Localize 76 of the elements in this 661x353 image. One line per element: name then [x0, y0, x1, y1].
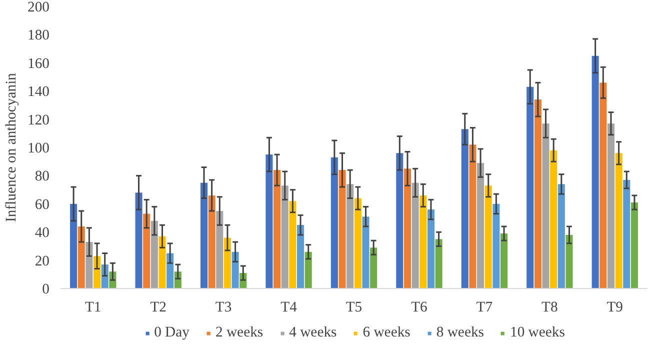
bar: [484, 186, 492, 288]
bar: [304, 252, 312, 288]
bar: [592, 56, 599, 288]
bar: [370, 248, 378, 288]
bar: [461, 129, 468, 288]
bar: [558, 184, 565, 288]
bar: [289, 201, 296, 288]
y-tick-label: 80: [34, 168, 50, 185]
bar: [216, 210, 224, 288]
y-tick-label: 60: [34, 196, 50, 213]
x-tick-label: T8: [542, 300, 558, 316]
bar: [354, 198, 362, 288]
bar: [296, 225, 304, 288]
y-tick-label: 120: [28, 112, 50, 128]
bar: [86, 242, 93, 288]
x-tick-label: T5: [346, 300, 362, 316]
bar: [427, 210, 434, 288]
y-tick-label: 0: [42, 282, 50, 298]
bar: [435, 239, 442, 288]
x-tick-label: T6: [411, 300, 428, 316]
legend-label: 8 weeks: [436, 324, 484, 342]
bar: [200, 182, 208, 288]
bar: [274, 170, 281, 288]
y-tick-label: 160: [28, 56, 50, 72]
bar: [135, 192, 142, 288]
bar: [477, 163, 484, 288]
bar: [78, 226, 85, 288]
bar: [630, 202, 638, 288]
bar: [566, 234, 573, 288]
y-tick-label: 20: [34, 253, 50, 270]
bar: [492, 204, 500, 288]
legend-label: 6 weeks: [362, 324, 410, 342]
legend-label: 10 weeks: [510, 324, 565, 342]
legend-label: 4 weeks: [289, 324, 337, 342]
y-tick-label: 180: [28, 28, 50, 44]
bar: [607, 124, 614, 288]
y-axis-title: Influence on anthocyanin: [4, 72, 20, 222]
y-tick-label: 100: [28, 140, 50, 156]
bar: [143, 214, 150, 288]
bar: [224, 238, 231, 288]
y-tick-label: 40: [34, 225, 50, 242]
x-tick-label: T7: [476, 300, 493, 316]
bar: [330, 157, 338, 288]
bar: [550, 150, 558, 288]
bar: [150, 220, 158, 288]
bar: [396, 153, 404, 288]
x-tick-label: T1: [84, 300, 102, 316]
bar: [469, 144, 476, 288]
bar: [615, 153, 622, 288]
bar: [542, 124, 550, 288]
bar: [232, 252, 239, 288]
bar: [166, 253, 174, 288]
bar: [70, 204, 78, 288]
bar: [158, 236, 166, 288]
bar: [346, 184, 354, 288]
x-tick-label: T9: [606, 300, 624, 316]
bar: [362, 216, 370, 288]
legend-label: 2 weeks: [215, 324, 264, 342]
x-tick-label: T4: [280, 300, 298, 316]
bar: [404, 168, 412, 288]
bar: [420, 195, 427, 288]
bar: [338, 170, 346, 288]
bar: [534, 100, 542, 288]
bar: [623, 180, 630, 288]
bar: [281, 186, 288, 288]
bar: [526, 86, 534, 288]
legend-label: 0 Day: [154, 324, 190, 342]
x-tick-label: T2: [150, 300, 166, 316]
bar: [412, 182, 419, 288]
bar: [208, 195, 216, 288]
y-tick-label: 200: [28, 0, 50, 16]
bar: [500, 234, 508, 288]
y-tick-label: 140: [28, 84, 50, 100]
x-tick-label: T3: [215, 300, 232, 316]
bar: [600, 82, 607, 288]
bar: [266, 154, 273, 288]
